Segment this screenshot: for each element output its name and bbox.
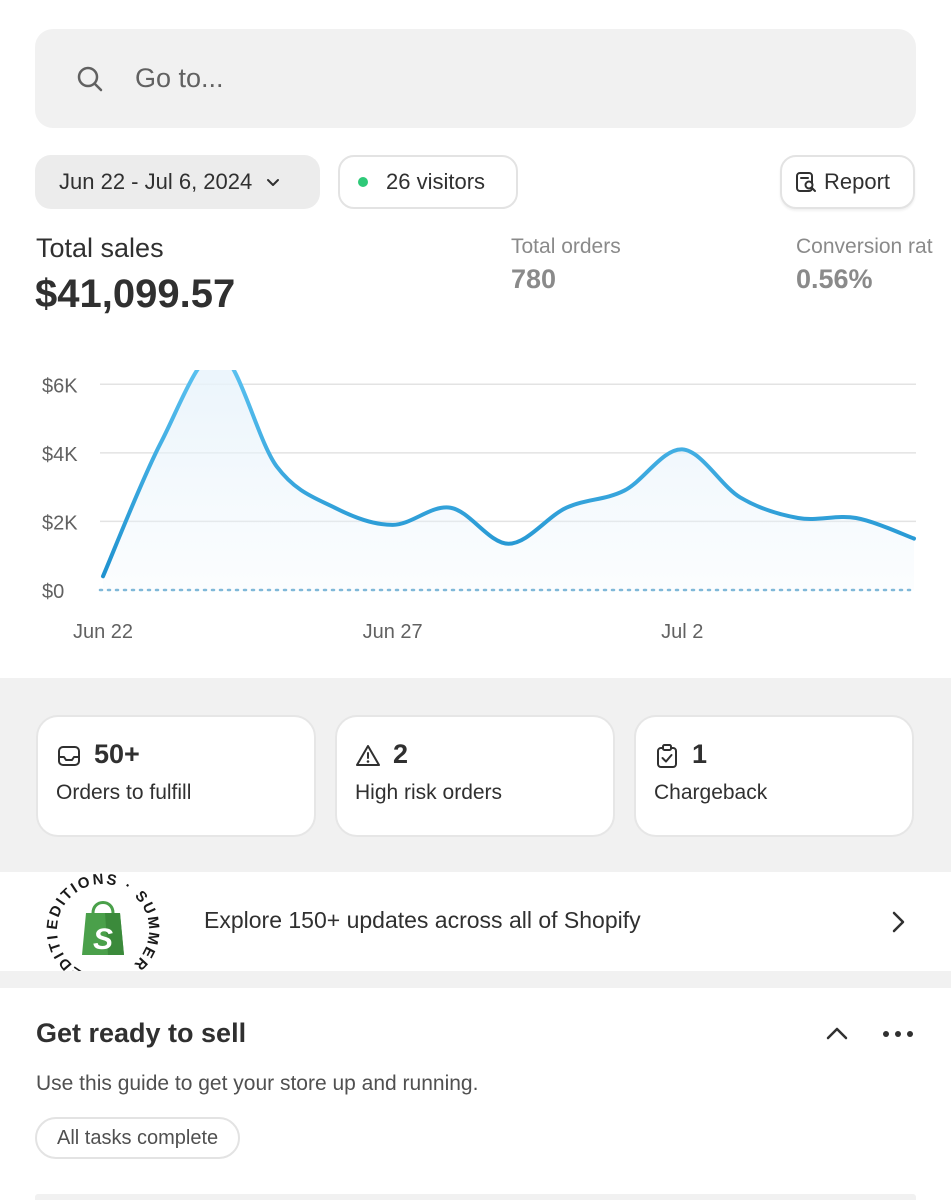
conversion-rate-label[interactable]: Conversion rat xyxy=(796,235,933,258)
inbox-icon xyxy=(58,746,80,766)
data-point xyxy=(390,522,396,528)
chargeback-card[interactable]: 1 Chargeback xyxy=(634,715,914,837)
y-tick-label: $6K xyxy=(42,375,78,397)
date-range-picker[interactable]: Jun 22 - Jul 6, 2024 xyxy=(35,155,320,209)
report-icon xyxy=(796,172,816,192)
sales-chart[interactable]: $0 $2K $4K $6K Jun 22 Jun 27 Jul 2 xyxy=(0,370,951,660)
search-placeholder[interactable]: Go to... xyxy=(135,63,224,93)
sales-line xyxy=(101,370,916,579)
editions-banner[interactable] xyxy=(0,873,951,971)
orders-to-fulfill-card[interactable]: 50+ Orders to fulfill xyxy=(36,715,316,837)
data-point xyxy=(563,505,569,511)
visitors-label: 26 visitors xyxy=(386,169,486,194)
data-point xyxy=(448,505,454,511)
next-card-edge xyxy=(35,1194,916,1200)
editions-link-text[interactable]: Explore 150+ updates across all of Shopi… xyxy=(204,907,641,933)
total-sales-value: $41,099.57 xyxy=(35,272,236,316)
report-button[interactable]: Report xyxy=(780,155,915,209)
search-icon xyxy=(77,66,103,91)
more-options-icon[interactable] xyxy=(880,1026,916,1042)
live-visitors-button[interactable]: 26 visitors xyxy=(338,155,518,209)
chevron-up-icon[interactable] xyxy=(824,1022,850,1046)
data-point xyxy=(911,536,917,542)
shopify-bag-icon: S xyxy=(82,901,124,956)
tasks-status-label: All tasks complete xyxy=(57,1126,219,1149)
svg-text:S: S xyxy=(93,923,113,956)
data-point xyxy=(795,515,801,521)
section-divider xyxy=(0,971,951,988)
y-tick-label: $0 xyxy=(42,581,64,603)
total-orders-value[interactable]: 780 xyxy=(511,264,557,294)
high-risk-orders-count: 2 xyxy=(393,739,409,769)
x-tick-label: Jun 27 xyxy=(363,621,423,643)
date-range-label: Jun 22 - Jul 6, 2024 xyxy=(59,169,253,194)
search-bar[interactable]: Go to... xyxy=(35,29,916,128)
high-risk-orders-card[interactable]: 2 High risk orders xyxy=(335,715,615,837)
chevron-right-icon[interactable] xyxy=(888,908,910,936)
editions-badge: EDITIONS · SUMMER ’24 · EDITIONS · S xyxy=(28,855,160,985)
data-point xyxy=(506,541,512,547)
data-point xyxy=(274,464,280,470)
total-orders-label[interactable]: Total orders xyxy=(511,235,621,258)
data-point xyxy=(679,446,685,452)
x-tick-label: Jul 2 xyxy=(661,621,703,643)
chevron-down-icon xyxy=(267,179,280,186)
live-status-dot xyxy=(358,177,368,187)
y-tick-label: $4K xyxy=(42,444,78,466)
chargeback-label: Chargeback xyxy=(654,781,768,804)
x-tick-label: Jun 22 xyxy=(73,621,133,643)
clipboard-check-icon xyxy=(657,744,677,768)
data-point xyxy=(853,515,859,521)
data-point xyxy=(158,440,164,446)
high-risk-orders-label: High risk orders xyxy=(355,781,503,804)
setup-guide-description: Use this guide to get your store up and … xyxy=(36,1072,479,1095)
report-label: Report xyxy=(824,169,891,194)
total-sales-label: Total sales xyxy=(36,233,164,263)
conversion-rate-value[interactable]: 0.56% xyxy=(796,264,873,294)
tasks-status-badge: All tasks complete xyxy=(35,1117,241,1159)
data-point xyxy=(100,573,106,579)
orders-to-fulfill-count: 50+ xyxy=(94,739,140,769)
setup-guide-title: Get ready to sell xyxy=(36,1018,247,1048)
data-point xyxy=(621,488,627,494)
alert-triangle-icon xyxy=(356,745,380,766)
y-tick-label: $2K xyxy=(42,512,78,534)
orders-to-fulfill-label: Orders to fulfill xyxy=(56,781,192,804)
sales-area xyxy=(103,370,914,590)
data-point xyxy=(332,505,338,511)
data-point xyxy=(737,494,743,500)
chargeback-count: 1 xyxy=(692,739,708,769)
